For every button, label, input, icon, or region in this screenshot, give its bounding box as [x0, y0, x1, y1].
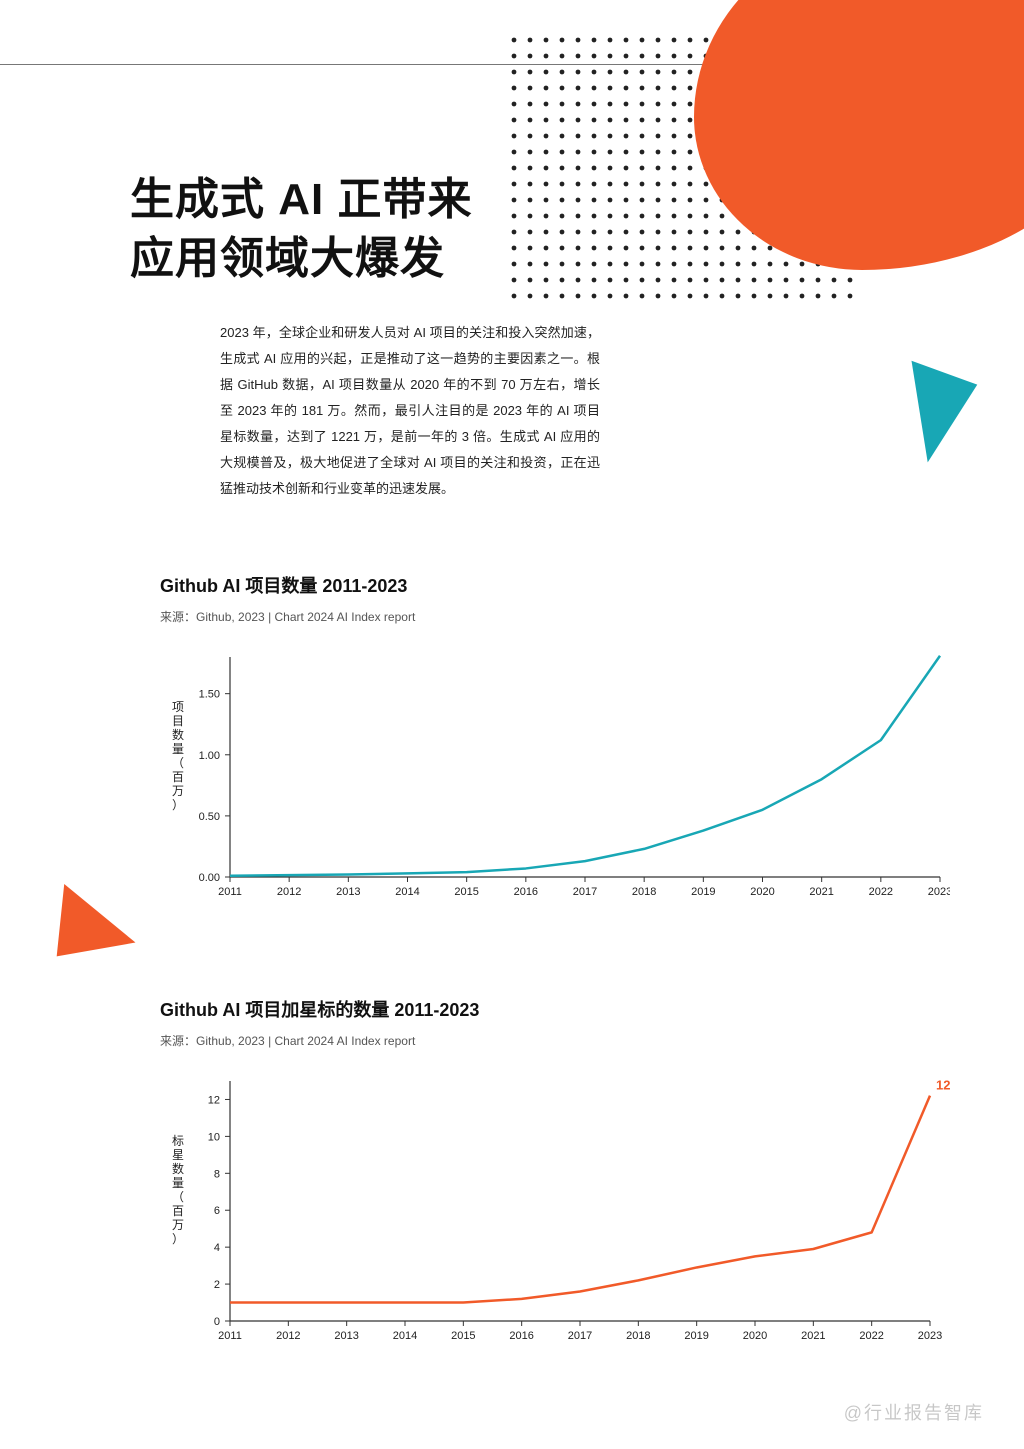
svg-text:0.50: 0.50 — [199, 811, 220, 823]
svg-text:2018: 2018 — [632, 886, 656, 898]
chart2-svg: 0 2 4 6 8 10 12 2011 2012 2013 2014 2015 2016 2017 201… — [160, 1061, 950, 1361]
svg-text:0.00: 0.00 — [199, 872, 220, 884]
svg-text:2011: 2011 — [218, 1330, 242, 1342]
teal-triangle-icon — [881, 361, 978, 470]
chart1-title: Github AI 项目数量 2011-2023 — [160, 572, 950, 598]
svg-text:0: 0 — [214, 1316, 220, 1328]
svg-text:2023: 2023 — [918, 1330, 942, 1342]
chart2-title: Github AI 项目加星标的数量 2011-2023 — [160, 996, 950, 1022]
orange-triangle-icon — [45, 874, 136, 957]
svg-text:2016: 2016 — [509, 1330, 533, 1342]
svg-text:2019: 2019 — [684, 1330, 708, 1342]
chart2-source: 来源：Github, 2023 | Chart 2024 AI Index re… — [160, 1032, 950, 1049]
svg-text:2018: 2018 — [626, 1330, 650, 1342]
svg-text:2017: 2017 — [568, 1330, 592, 1342]
svg-text:4: 4 — [214, 1242, 220, 1254]
svg-text:2020: 2020 — [743, 1330, 767, 1342]
svg-text:项目数量（百万）: 项目数量（百万） — [172, 700, 184, 812]
svg-text:2012: 2012 — [277, 886, 301, 898]
svg-text:2014: 2014 — [395, 886, 419, 898]
svg-text:2012: 2012 — [276, 1330, 300, 1342]
svg-text:2020: 2020 — [750, 886, 774, 898]
chart1-svg: 0.00 0.50 1.00 1.50 2011 2012 2013 2014 2015 2016… — [160, 637, 950, 917]
svg-text:12.21: 12.21 — [936, 1078, 950, 1093]
svg-text:2022: 2022 — [869, 886, 893, 898]
svg-text:12: 12 — [208, 1094, 220, 1106]
svg-text:1.00: 1.00 — [199, 750, 220, 762]
svg-text:2022: 2022 — [859, 1330, 883, 1342]
svg-text:6: 6 — [214, 1205, 220, 1217]
svg-text:2016: 2016 — [514, 886, 538, 898]
page-title: 生成式 AI 正带来 应用领域大爆发 — [130, 170, 472, 289]
body-paragraph: 2023 年，全球企业和研发人员对 AI 项目的关注和投入突然加速，生成式 AI… — [220, 320, 600, 502]
chart1-source: 来源：Github, 2023 | Chart 2024 AI Index re… — [160, 608, 950, 625]
svg-text:2019: 2019 — [691, 886, 715, 898]
svg-text:2013: 2013 — [334, 1330, 358, 1342]
svg-text:标星数量（百万）: 标星数量（百万） — [172, 1134, 184, 1246]
title-line-1: 生成式 AI 正带来 — [130, 175, 472, 224]
svg-text:10: 10 — [208, 1131, 220, 1143]
chart-projects: Github AI 项目数量 2011-2023 来源：Github, 2023… — [160, 572, 950, 917]
svg-text:2015: 2015 — [451, 1330, 475, 1342]
svg-text:2011: 2011 — [218, 886, 242, 898]
watermark: @行业报告智库 — [844, 1399, 984, 1425]
svg-text:2021: 2021 — [809, 886, 833, 898]
svg-text:2023: 2023 — [928, 886, 950, 898]
svg-text:1.50: 1.50 — [199, 689, 220, 701]
title-line-2: 应用领域大爆发 — [130, 234, 445, 283]
svg-text:2021: 2021 — [801, 1330, 825, 1342]
svg-text:2014: 2014 — [393, 1330, 417, 1342]
svg-text:2017: 2017 — [573, 886, 597, 898]
svg-text:2: 2 — [214, 1279, 220, 1291]
svg-text:2015: 2015 — [454, 886, 478, 898]
svg-text:2013: 2013 — [336, 886, 360, 898]
svg-text:8: 8 — [214, 1168, 220, 1180]
chart-stars: Github AI 项目加星标的数量 2011-2023 来源：Github, … — [160, 996, 950, 1361]
